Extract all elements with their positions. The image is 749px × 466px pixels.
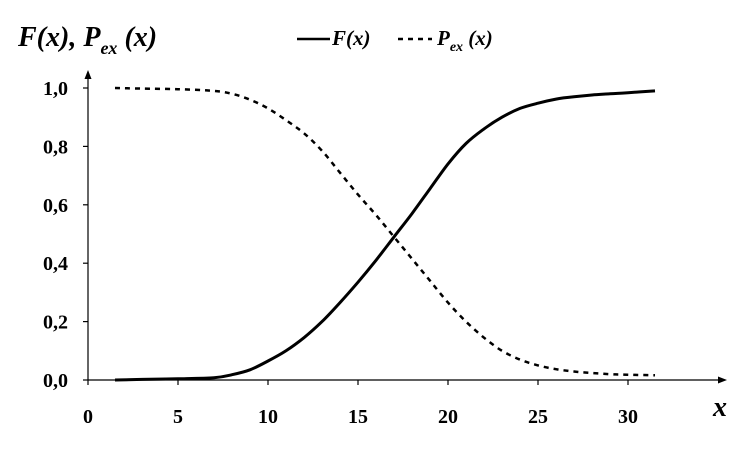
legend-label-f: F(x) (331, 26, 371, 50)
x-tick-label: 0 (83, 406, 93, 428)
x-tick-label: 10 (258, 406, 278, 428)
y-axis-label: F(x), Pex (x) (17, 22, 157, 58)
legend-label-pex-main: P (436, 26, 450, 50)
y-tick-label: 0,0 (43, 370, 68, 392)
x-axis-label: x (712, 392, 727, 423)
x-tick-label: 5 (173, 406, 183, 428)
legend: F(x) Pex (x) (297, 26, 493, 55)
axes-group (84, 70, 727, 384)
y-axis-label-sub: ex (100, 38, 117, 58)
y-tick-label: 0,2 (43, 312, 68, 334)
x-axis-arrow (718, 376, 727, 384)
series-group (114, 86, 656, 382)
x-tick-label: 15 (348, 406, 368, 428)
y-axis-label-tail: (x) (117, 22, 157, 53)
x-tick-label: 30 (618, 406, 638, 428)
legend-label-f-text: F(x) (331, 26, 371, 50)
legend-label-pex-sub: ex (450, 40, 463, 55)
y-axis-label-main: F(x), P (17, 22, 101, 53)
ticks-group: 0 5 10 15 20 25 30 0,0 0,2 0,4 0,6 0,8 1,0 (43, 78, 638, 428)
y-axis-arrow (84, 70, 92, 79)
legend-label-pex: Pex (x) (436, 26, 493, 55)
y-tick-label: 0,8 (43, 136, 68, 158)
x-tick-label: 25 (528, 406, 548, 428)
y-tick-label: 0,4 (43, 253, 68, 275)
x-tick-label: 20 (438, 406, 458, 428)
legend-label-pex-tail: (x) (463, 26, 493, 50)
y-tick-label: 1,0 (43, 78, 68, 100)
series-line-f (114, 89, 656, 382)
series-line-pex (114, 86, 656, 377)
y-tick-label: 0,6 (43, 195, 68, 217)
